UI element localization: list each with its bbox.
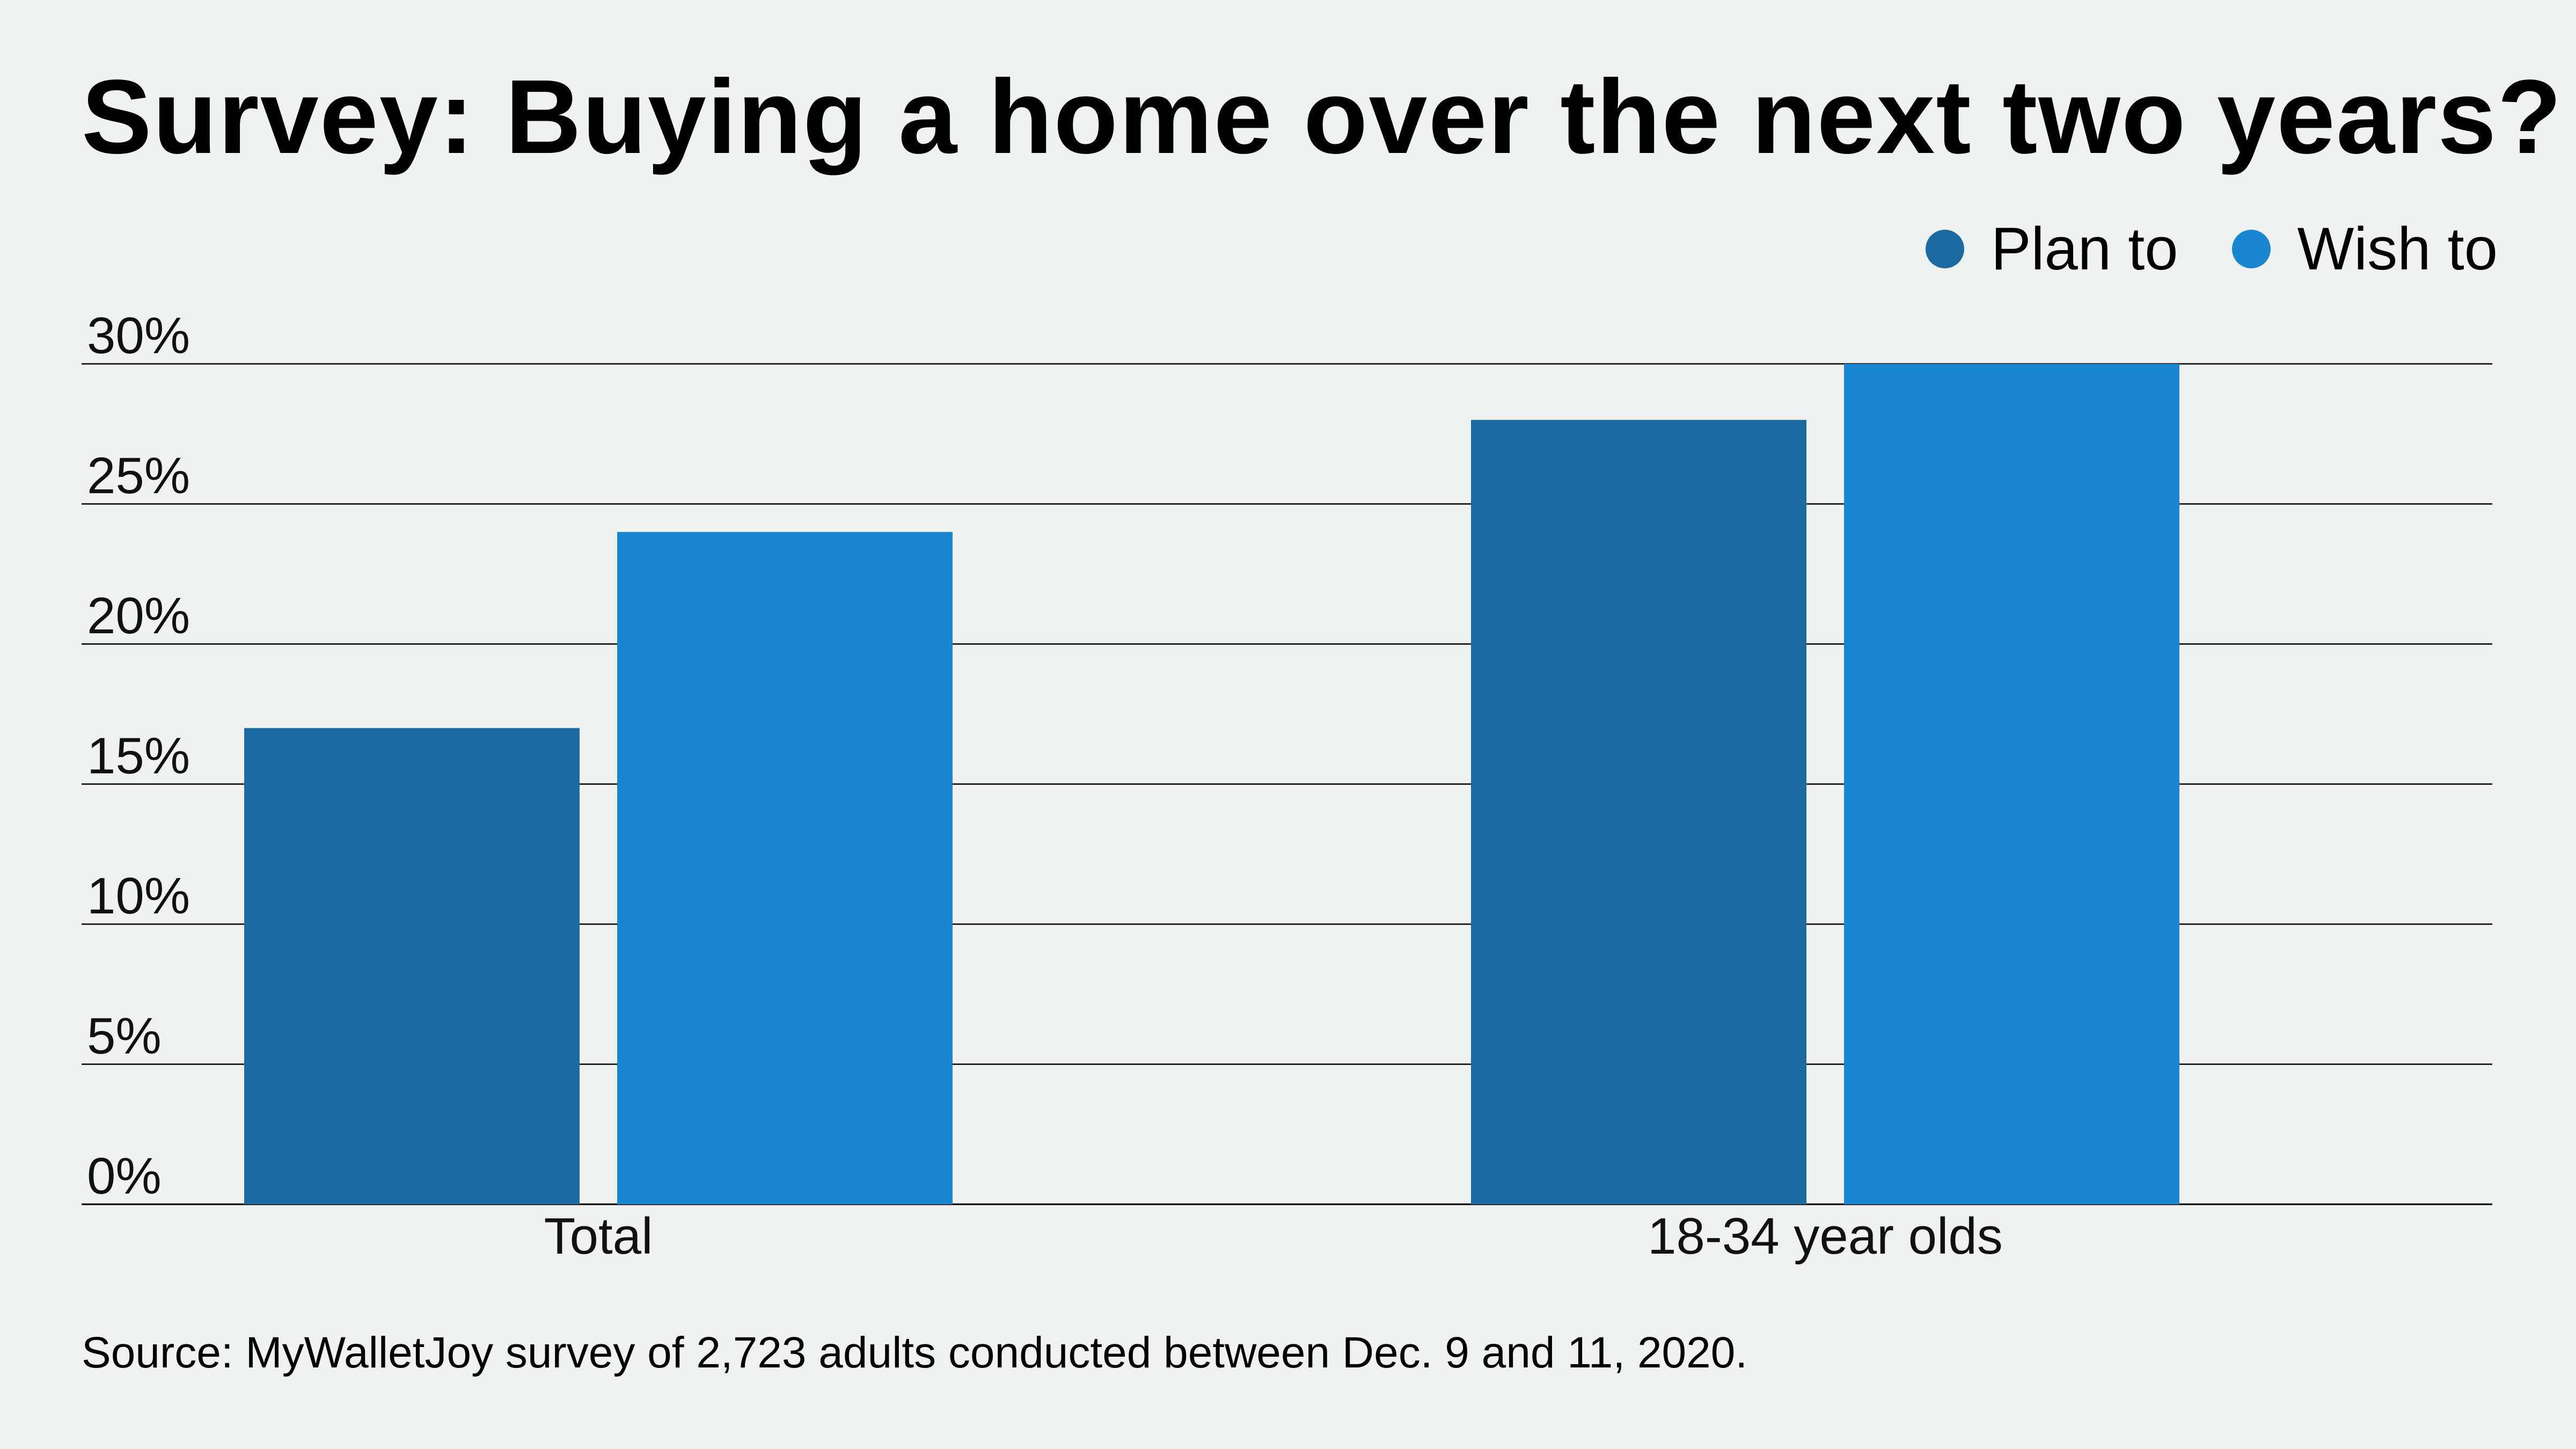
bar-plan-to-1 <box>1471 420 1806 1204</box>
y-tick-label: 20% <box>87 587 190 645</box>
y-tick-label: 10% <box>87 867 190 925</box>
x-category-label: Total <box>544 1208 653 1265</box>
legend-label-plan-to: Plan to <box>1990 215 2178 282</box>
legend-label-wish-to: Wish to <box>2297 215 2498 282</box>
y-tick-label: 0% <box>87 1147 162 1205</box>
x-category-label: 18-34 year olds <box>1648 1208 2003 1265</box>
legend-item-wish-to: Wish to <box>2231 215 2498 282</box>
chart-legend: Plan to Wish to <box>1872 219 2498 279</box>
legend-swatch-wish-to <box>2231 230 2271 268</box>
legend-swatch-plan-to <box>1925 230 1964 268</box>
legend-item-plan-to: Plan to <box>1925 215 2178 282</box>
y-tick-label: 25% <box>87 447 190 504</box>
bar-wish-to-0 <box>617 532 953 1205</box>
bar-wish-to-1 <box>1844 364 2179 1204</box>
chart-title: Survey: Buying a home over the next two … <box>82 58 2563 175</box>
source-note: Source: MyWalletJoy survey of 2,723 adul… <box>82 1328 1748 1377</box>
y-tick-label: 30% <box>87 307 190 364</box>
y-tick-label: 15% <box>87 727 190 785</box>
bar-plan-to-0 <box>244 728 580 1204</box>
y-tick-label: 5% <box>87 1007 162 1065</box>
